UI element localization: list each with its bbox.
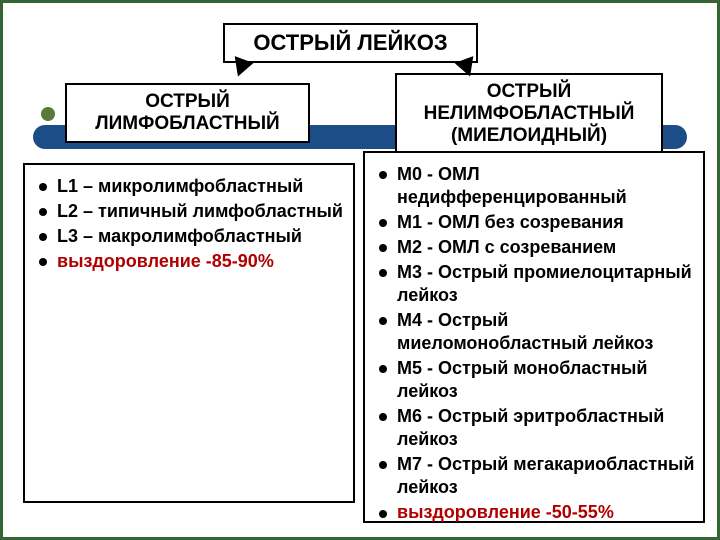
list-item: М7 - Острый мегакариобластный лейкоз xyxy=(373,453,695,499)
list-item-text: L1 – микролимфобластный xyxy=(57,176,303,196)
left-heading-line2: ЛИМФОБЛАСТНЫЙ xyxy=(71,113,304,135)
list-item-text: М2 - ОМЛ с созреванием xyxy=(397,237,616,257)
list-item-text: М5 - Острый монобластный лейкоз xyxy=(397,358,647,401)
list-item-text: М4 - Острый миеломонобластный лейкоз xyxy=(397,310,653,353)
list-item: L2 – типичный лимфобластный xyxy=(33,200,345,223)
list-item-text: М0 - ОМЛ недифференцированный xyxy=(397,164,627,207)
list-item-text: М1 - ОМЛ без созревания xyxy=(397,212,624,232)
list-item-text: L3 – макролимфобластный xyxy=(57,226,302,246)
list-item: М2 - ОМЛ с созреванием xyxy=(373,236,695,259)
list-item: М5 - Острый монобластный лейкоз xyxy=(373,357,695,403)
list-item-text: выздоровление -85-90% xyxy=(57,251,274,271)
bullet-icon xyxy=(379,413,387,421)
bullet-icon xyxy=(39,208,47,216)
left-list: L1 – микролимфобластный L2 – типичный лим… xyxy=(33,175,345,273)
list-item: L3 – макролимфобластный xyxy=(33,225,345,248)
bullet-icon xyxy=(379,461,387,469)
list-item: М1 - ОМЛ без созревания xyxy=(373,211,695,234)
list-item: М6 - Острый эритробластный лейкоз xyxy=(373,405,695,451)
bullet-icon xyxy=(39,183,47,191)
right-heading-line1: ОСТРЫЙ xyxy=(401,81,657,103)
bullet-icon xyxy=(39,258,47,266)
list-item-text: М3 - Острый промиелоцитарный лейкоз xyxy=(397,262,692,305)
bullet-icon xyxy=(379,269,387,277)
list-item-text: М7 - Острый мегакариобластный лейкоз xyxy=(397,454,694,497)
list-item: М0 - ОМЛ недифференцированный xyxy=(373,163,695,209)
bullet-icon xyxy=(379,244,387,252)
bullet-icon xyxy=(379,317,387,325)
right-heading-line2: НЕЛИМФОБЛАСТНЫЙ xyxy=(401,103,657,125)
bullet-icon xyxy=(379,365,387,373)
left-heading-line1: ОСТРЫЙ xyxy=(71,91,304,113)
list-item: выздоровление -50-55% xyxy=(373,501,695,524)
decor-dot xyxy=(41,107,55,121)
left-list-box: L1 – микролимфобластный L2 – типичный лим… xyxy=(23,163,355,503)
right-heading-line3: (МИЕЛОИДНЫЙ) xyxy=(401,125,657,147)
list-item-text: выздоровление -50-55% xyxy=(397,502,614,522)
bullet-icon xyxy=(379,171,387,179)
right-list-box: М0 - ОМЛ недифференцированный М1 - ОМЛ бе… xyxy=(363,151,705,523)
right-list: М0 - ОМЛ недифференцированный М1 - ОМЛ бе… xyxy=(373,163,695,524)
list-item-text: М6 - Острый эритробластный лейкоз xyxy=(397,406,664,449)
bullet-icon xyxy=(379,219,387,227)
bullet-icon xyxy=(39,233,47,241)
list-item: М4 - Острый миеломонобластный лейкоз xyxy=(373,309,695,355)
list-item-text: L2 – типичный лимфобластный xyxy=(57,201,343,221)
list-item: М3 - Острый промиелоцитарный лейкоз xyxy=(373,261,695,307)
list-item: L1 – микролимфобластный xyxy=(33,175,345,198)
left-heading: ОСТРЫЙ ЛИМФОБЛАСТНЫЙ xyxy=(65,83,310,143)
bullet-icon xyxy=(379,510,387,518)
list-item: выздоровление -85-90% xyxy=(33,250,345,273)
main-title: ОСТРЫЙ ЛЕЙКОЗ xyxy=(223,23,478,63)
right-heading: ОСТРЫЙ НЕЛИМФОБЛАСТНЫЙ (МИЕЛОИДНЫЙ) xyxy=(395,73,663,155)
